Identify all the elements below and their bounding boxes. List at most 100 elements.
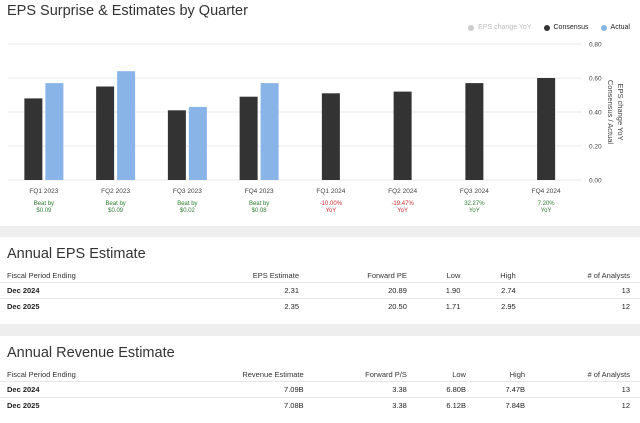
chart-title: EPS Surprise & Estimates by Quarter [7,3,248,19]
surprise-label: Beat by [105,201,125,207]
eps-estimate-table: Fiscal Period Ending EPS Estimate Forwar… [0,268,640,314]
x-tick-label: FQ2 2023 [101,188,130,195]
surprise-label: YoY [397,208,408,214]
table-header-row: Fiscal Period Ending Revenue Estimate Fo… [0,367,640,382]
column-header[interactable]: High [470,268,526,283]
annual-revenue-estimate-card: Annual Revenue Estimate Fiscal Period En… [0,336,640,423]
right-axis-label-consensus-actual: Consensus / Actual [606,80,615,145]
column-header[interactable]: Fiscal Period Ending [0,268,187,283]
column-header[interactable]: # of Analysts [535,367,640,382]
actual-bar[interactable] [188,106,207,180]
y-tick-label: 0.80 [589,42,602,49]
surprise-label: Beat by [34,201,54,207]
column-header[interactable]: Revenue Estimate [171,367,314,382]
table-cell: 12 [621,401,630,410]
table-cell: 7.47B [475,381,536,398]
table-row: Dec 2024 2.31 20.89 1.90 2.74 13 [0,282,640,299]
surprise-label: 32.27% [464,201,485,207]
x-tick-label: FQ1 2023 [29,188,58,195]
table-cell: Dec 2024 [0,282,187,299]
column-header[interactable]: EPS Estimate [186,268,309,283]
column-header[interactable]: High [475,367,536,382]
revenue-estimate-title: Annual Revenue Estimate [7,345,175,361]
surprise-label: $0.02 [180,208,196,214]
table-row: Dec 2025 2.35 20.50 1.71 2.95 12 [0,299,640,315]
surprise-label: -19.47% [391,201,414,207]
table-cell: Dec 2025 [7,302,40,311]
consensus-bar[interactable] [96,86,115,181]
consensus-bar[interactable] [239,96,258,180]
y-tick-label: 0.40 [589,110,602,117]
legend-item-consensus[interactable]: Consensus [543,24,589,31]
surprise-label: $0.09 [36,208,52,214]
legend-label: Consensus [553,24,589,31]
column-header[interactable]: Fiscal Period Ending [0,367,172,382]
column-header[interactable]: Low [416,268,471,283]
table-cell: 1.90 [416,282,471,299]
legend-dot-icon [543,24,550,31]
consensus-bar[interactable] [24,98,43,180]
surprise-label: Beat by [249,201,269,207]
legend-label: Actual [610,24,630,31]
annual-eps-estimate-card: Annual EPS Estimate Fiscal Period Ending… [0,237,640,324]
eps-estimate-title: Annual EPS Estimate [7,246,146,262]
column-header[interactable]: Low [416,367,476,382]
legend-dot-icon [600,24,607,31]
legend-dot-icon [468,24,475,31]
revenue-estimate-table: Fiscal Period Ending Revenue Estimate Fo… [0,367,640,413]
table-cell: 12 [621,302,630,311]
bars [24,71,556,181]
table-cell: 7.08B [284,401,304,410]
table-header-row: Fiscal Period Ending EPS Estimate Forwar… [0,268,640,283]
surprise-label: -10.00% [320,201,343,207]
x-tick-label: FQ2 2024 [388,188,417,195]
consensus-bar[interactable] [321,93,340,180]
table-cell: Dec 2025 [7,401,40,410]
consensus-bar[interactable] [393,91,412,180]
table-cell: 3.38 [313,381,417,398]
table-cell: 3.38 [392,401,407,410]
table-row: Dec 2025 7.08B 3.38 6.12B 7.84B 12 [0,398,640,414]
table-cell: 13 [535,381,640,398]
actual-bar[interactable] [260,83,279,180]
table-cell: Dec 2024 [0,381,172,398]
table-cell: 2.95 [501,302,516,311]
x-tick-label: FQ3 2024 [460,188,489,195]
actual-bar[interactable] [45,83,64,180]
consensus-bar[interactable] [465,83,484,180]
grid-lines [8,43,582,181]
y-tick-label: 0.60 [589,76,602,83]
right-axis-label-eps-change: EPS change YoY [616,83,625,140]
eps-surprise-card: EPS Surprise & Estimates by Quarter EPS … [0,0,640,226]
x-tick-label: FQ1 2024 [316,188,345,195]
table-cell: 20.89 [309,282,417,299]
eps-bar-chart: 0.00 0.20 0.40 0.60 0.80 FQ1 2023 FQ2 2023 FQ3… [8,42,625,214]
legend-label: EPS change YoY [478,24,532,31]
table-cell: 13 [525,282,640,299]
column-header[interactable]: # of Analysts [525,268,640,283]
y-tick-labels: 0.00 0.20 0.40 0.60 0.80 [589,42,602,185]
x-tick-labels: FQ1 2023 FQ2 2023 FQ3 2023 FQ4 2023 FQ1 2024… [29,188,561,195]
table-cell: 6.80B [416,381,476,398]
table-cell: 20.50 [388,302,407,311]
table-cell: 7.84B [505,401,526,410]
y-tick-label: 0.20 [589,144,602,151]
table-cell: 2.35 [284,302,299,311]
chart-legend: EPS change YoY Consensus Actual [468,24,630,31]
consensus-bar[interactable] [167,110,186,180]
column-header[interactable]: Forward P/S [313,367,417,382]
surprise-label: YoY [325,208,336,214]
column-header[interactable]: Forward PE [309,268,417,283]
table-cell: 7.09B [171,381,314,398]
table-cell: 2.31 [186,282,309,299]
x-tick-label: FQ3 2023 [173,188,202,195]
surprise-label: 7.20% [538,201,556,207]
consensus-bar[interactable] [537,78,556,180]
table-row: Dec 2024 7.09B 3.38 6.80B 7.47B 13 [0,381,640,398]
table-cell: 6.12B [446,401,466,410]
legend-item-actual[interactable]: Actual [600,24,630,31]
legend-item-eps-change[interactable]: EPS change YoY [468,24,532,31]
actual-bar[interactable] [117,71,136,180]
y-tick-label: 0.00 [589,178,602,185]
